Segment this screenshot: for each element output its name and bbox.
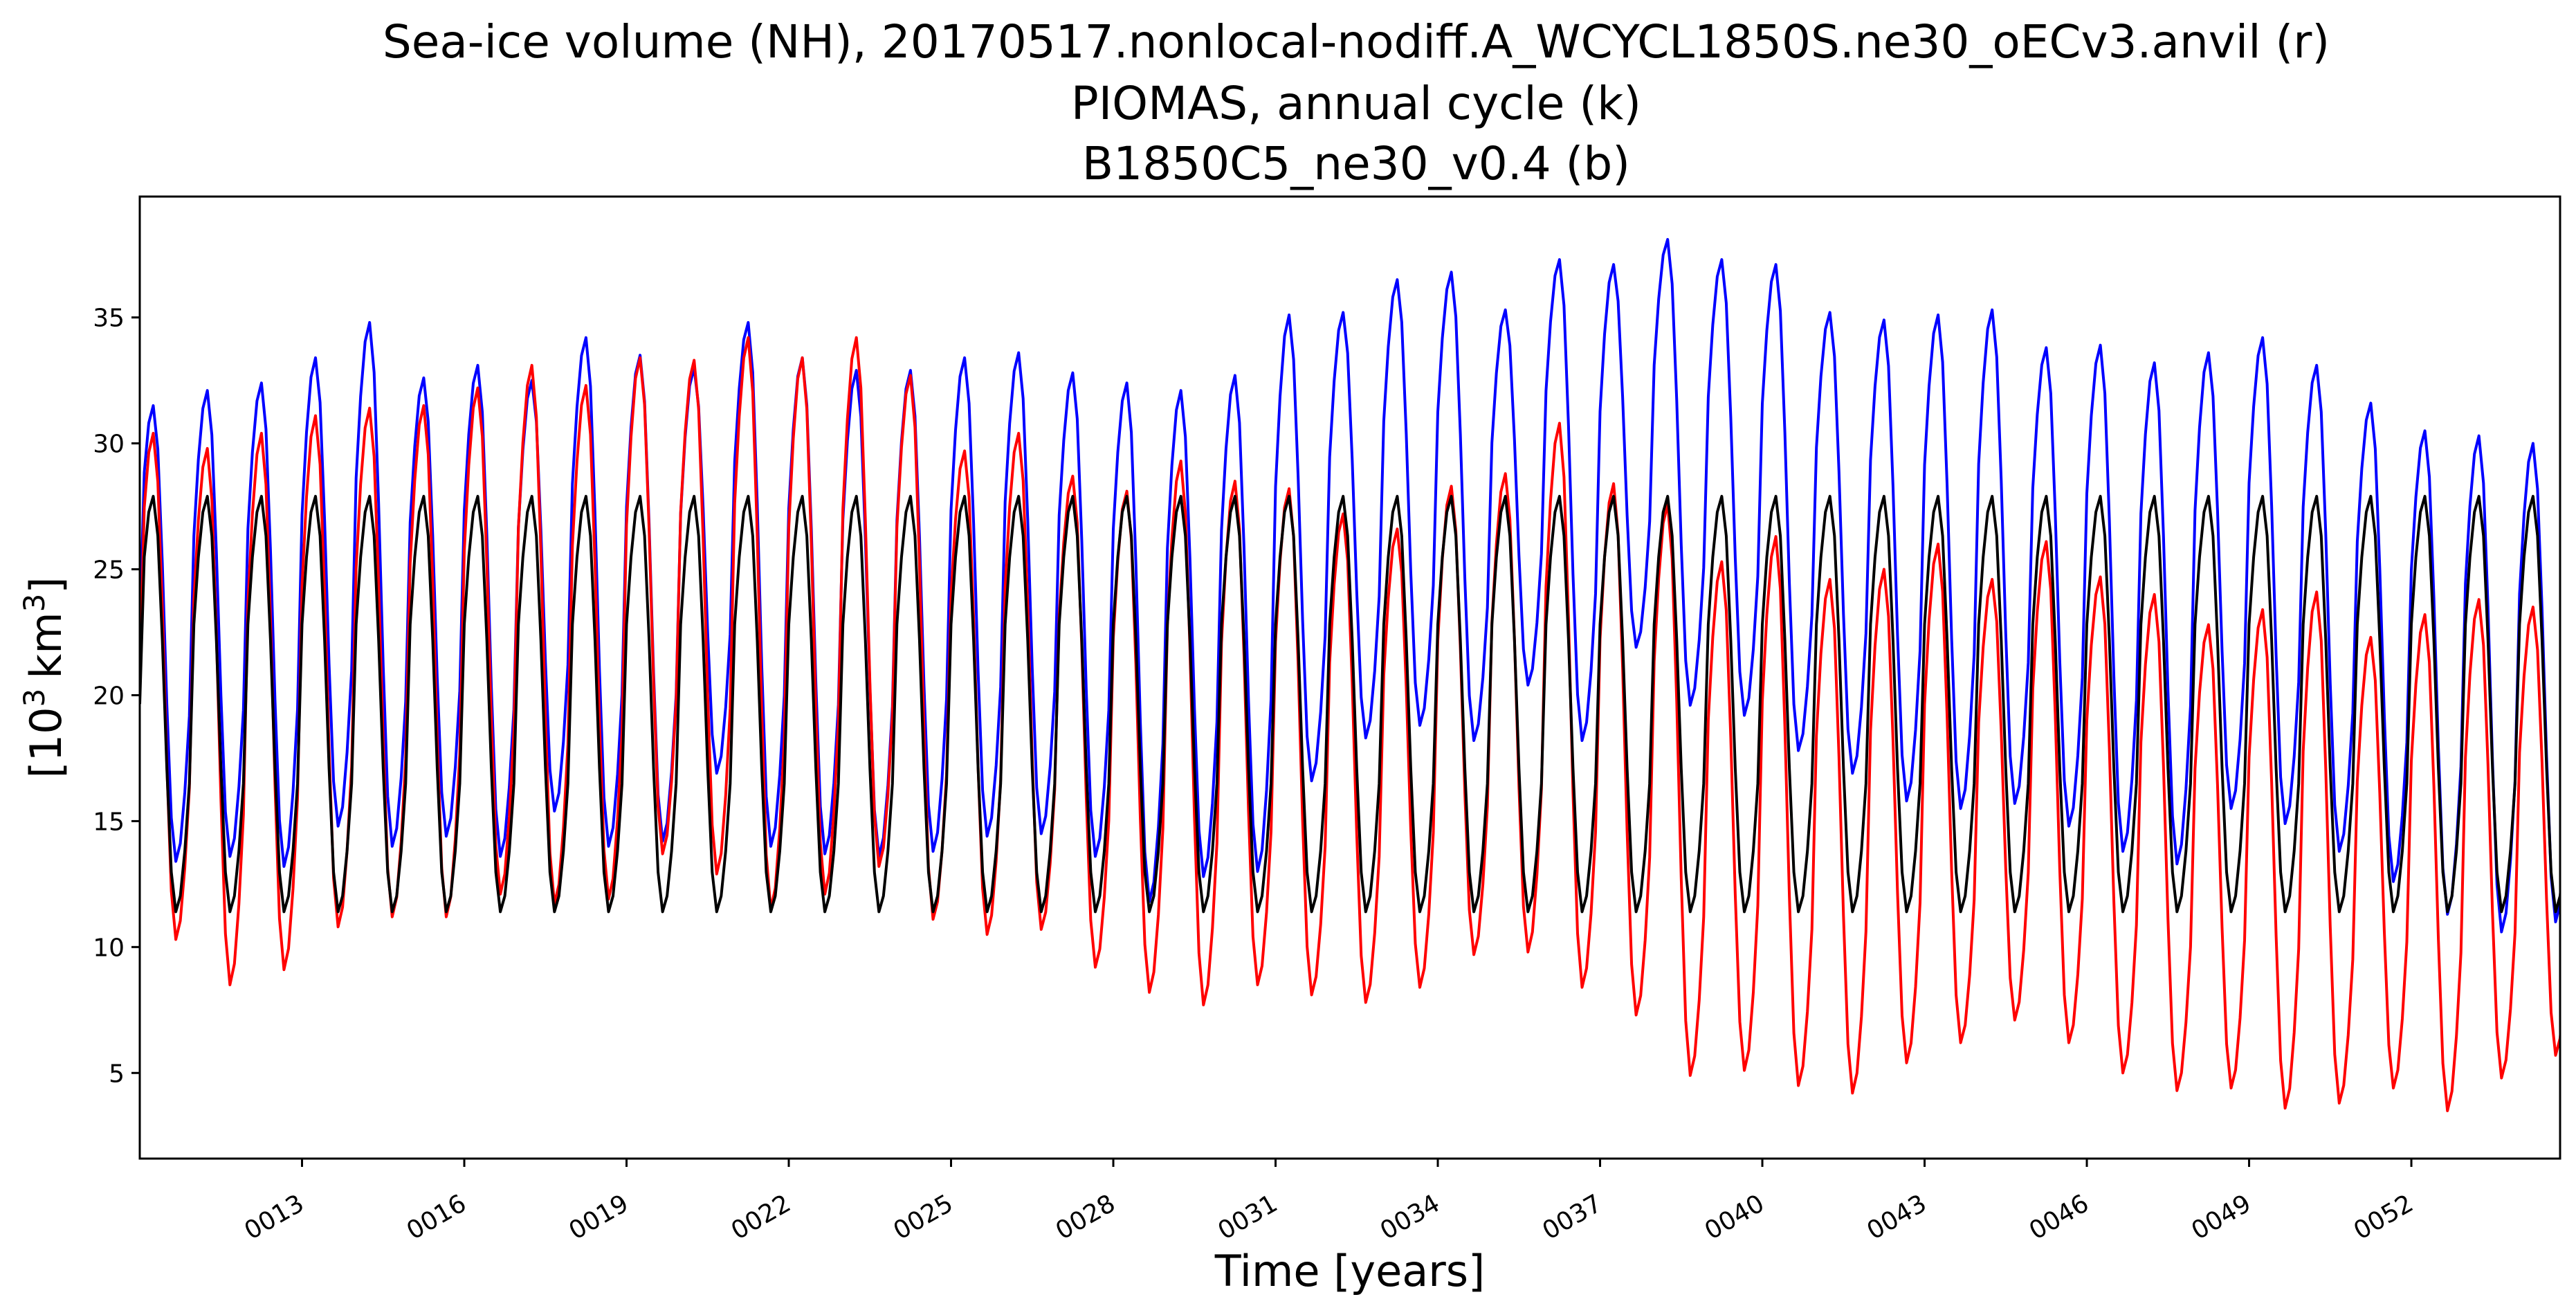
y-tick-label: 20 bbox=[93, 682, 125, 710]
y-axis-label-exponent: 3 bbox=[17, 689, 51, 707]
y-tick-label: 5 bbox=[109, 1060, 125, 1088]
plot-frame bbox=[138, 195, 2561, 1160]
y-tick-label: 35 bbox=[93, 305, 125, 333]
y-axis-label-base: [10 bbox=[21, 707, 71, 778]
series-line-black bbox=[140, 495, 2560, 914]
y-tick-label: 30 bbox=[93, 430, 125, 459]
y-axis-label-end: ] bbox=[21, 577, 71, 593]
y-tick-label: 15 bbox=[93, 808, 125, 836]
y-axis-ticks: 5 10 15 20 25 30 35 bbox=[93, 305, 140, 1088]
chart-title: Sea-ice volume (NH), 20170517.nonlocal-n… bbox=[383, 15, 2330, 190]
y-tick-label: 25 bbox=[93, 556, 125, 585]
y-axis-label: [103km3] bbox=[17, 577, 71, 778]
series-layer bbox=[140, 237, 2560, 1112]
series-line-red bbox=[140, 336, 2560, 1112]
y-axis-label-unit: km bbox=[21, 612, 71, 678]
x-axis-label: Time [years] bbox=[1214, 1246, 1485, 1296]
y-tick-label: 10 bbox=[93, 934, 125, 962]
title-line-1: Sea-ice volume (NH), 20170517.nonlocal-n… bbox=[383, 15, 2330, 69]
y-axis-label-unit-exponent: 3 bbox=[17, 594, 51, 613]
title-line-2: PIOMAS, annual cycle (k) bbox=[1071, 77, 1641, 130]
title-line-3: B1850C5_ne30_v0.4 (b) bbox=[1082, 137, 1630, 190]
